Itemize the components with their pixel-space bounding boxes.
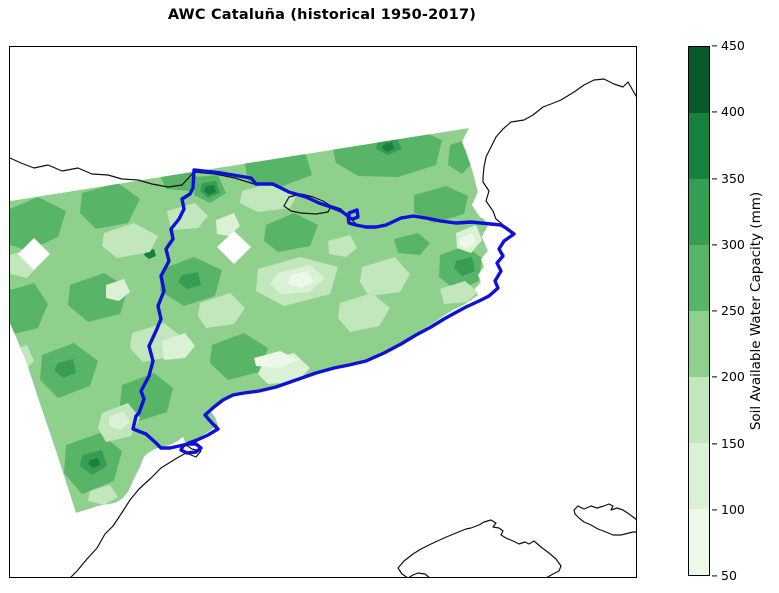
- colorbar-segment: [689, 245, 709, 311]
- contour-level-50-100: [254, 234, 476, 368]
- colorbar-tick-mark: [712, 575, 717, 577]
- colorbar-tick-label: 100: [721, 501, 745, 517]
- colorbar-tick-mark: [712, 310, 717, 312]
- colorbar-tick-label: 450: [721, 37, 745, 53]
- colorbar-tick-label: 400: [721, 104, 745, 119]
- colorbar-tick-label: 200: [721, 369, 745, 384]
- colorbar-tick-mark: [712, 376, 717, 378]
- colorbar-segment: [689, 377, 709, 443]
- figure-title: AWC Cataluña (historical 1950-2017): [167, 7, 477, 23]
- llivia-enclave-border: [347, 208, 360, 221]
- map-canvas: [10, 78, 636, 577]
- awc-data-region: [10, 128, 488, 513]
- colorbar-tick-label: 150: [721, 435, 745, 451]
- colorbar-tick-mark: [712, 509, 717, 511]
- menorca-island: [573, 503, 636, 536]
- colorbar-tick-label: 250: [721, 302, 745, 318]
- colorbar-segment: [689, 113, 709, 179]
- colorbar: [688, 46, 710, 576]
- colorbar-tick-mark: [712, 244, 717, 246]
- colorbar-axis-label: Soil Available Water Capacity (mm): [741, 46, 771, 576]
- mallorca-island: [397, 519, 562, 577]
- colorbar-tick-label: 50: [721, 567, 737, 583]
- map-axes: [9, 46, 637, 578]
- colorbar-tick-mark: [712, 45, 717, 47]
- missing-data-holes: [18, 231, 251, 270]
- colorbar-axis-label-text: Soil Available Water Capacity (mm): [748, 191, 764, 431]
- colorbar-tick-label: 350: [721, 170, 745, 186]
- colorbar-segment: [689, 47, 709, 113]
- colorbar-segment: [689, 509, 709, 575]
- colorbar-tick-mark: [712, 442, 717, 445]
- colorbar-segment: [689, 443, 709, 509]
- colorbar-segment: [689, 179, 709, 245]
- catalonia-border: [131, 168, 516, 455]
- colorbar-tick-mark: [712, 177, 717, 180]
- colorbar-tick-mark: [712, 111, 717, 113]
- colorbar-ticks: 450 400 350 300 250 200 150 100 50: [712, 39, 772, 581]
- colorbar-segment: [689, 311, 709, 377]
- colorbar-tick-label: 300: [721, 236, 745, 252]
